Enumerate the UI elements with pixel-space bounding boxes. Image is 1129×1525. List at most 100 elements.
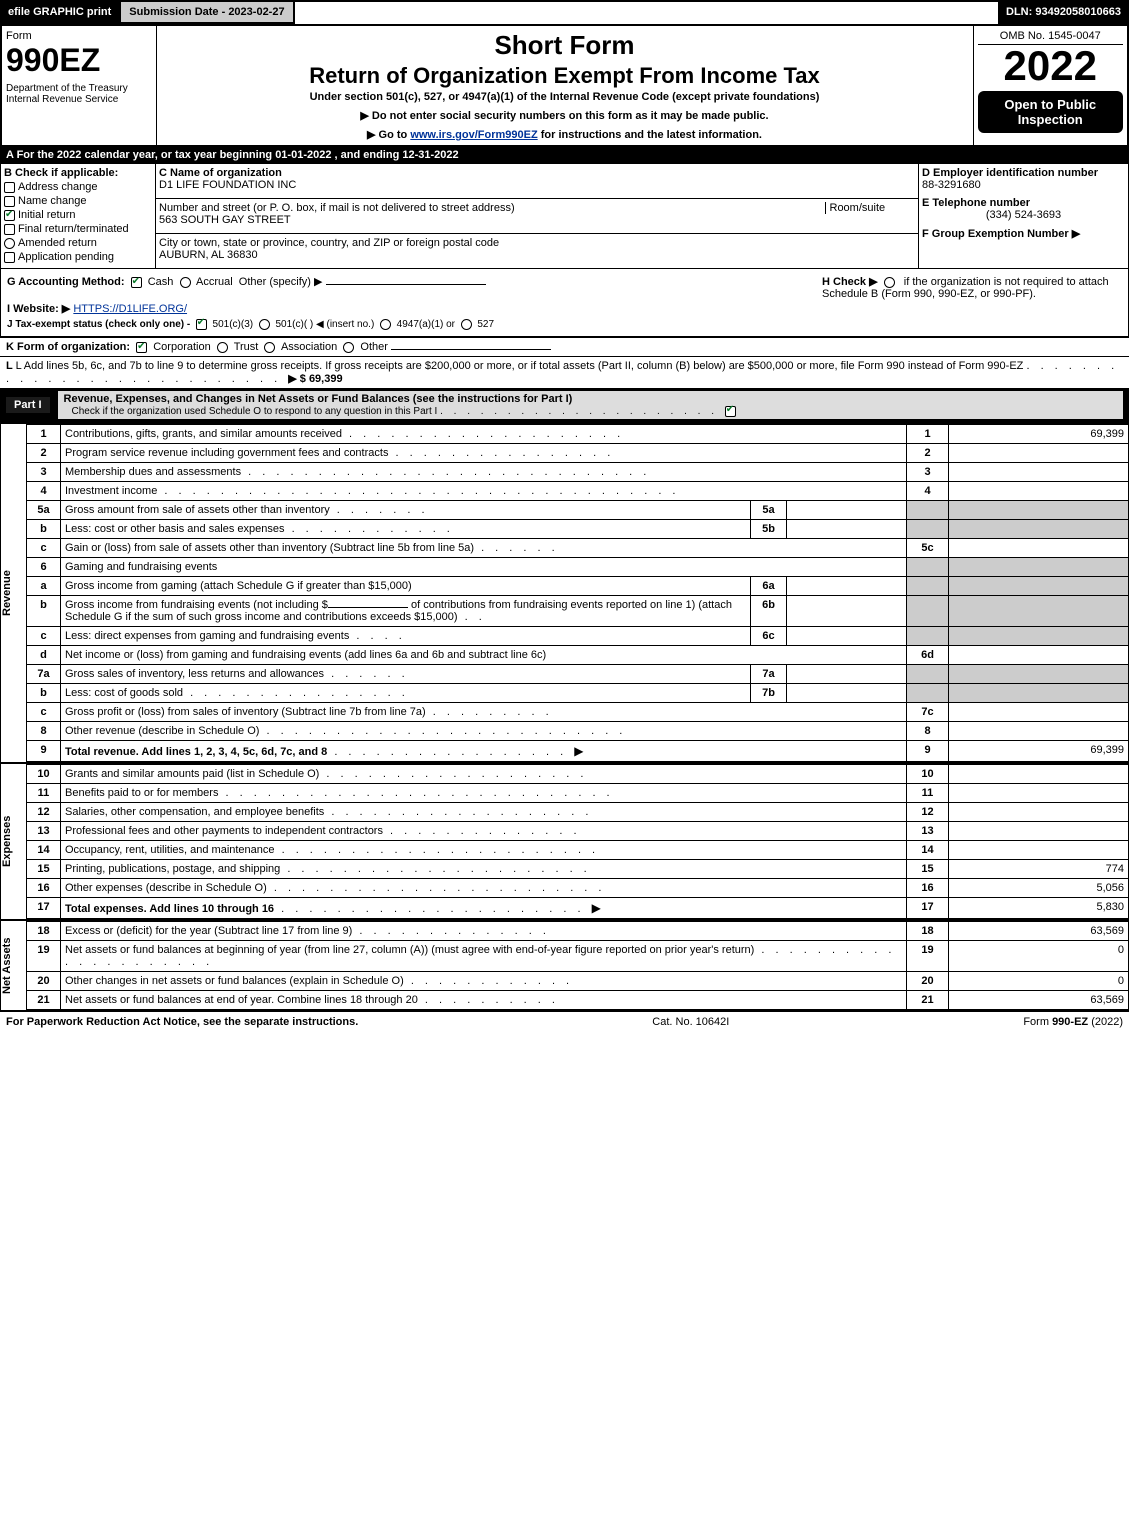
- line-12: 12Salaries, other compensation, and empl…: [27, 803, 1129, 822]
- line-6c-mv: [787, 627, 907, 646]
- k-other-input[interactable]: [391, 349, 551, 350]
- cb-other-org[interactable]: [343, 342, 354, 353]
- cb-amended-return[interactable]: Amended return: [4, 237, 152, 249]
- line-6b-input[interactable]: [328, 607, 408, 608]
- website-link[interactable]: HTTPS://D1LIFE.ORG/: [73, 303, 187, 315]
- line-11-val: [949, 784, 1129, 803]
- line-7a-mn: 7a: [751, 665, 787, 684]
- cb-application-pending[interactable]: Application pending: [4, 251, 152, 263]
- line-4-rn: 4: [907, 482, 949, 501]
- line-7b-shade: [907, 684, 949, 703]
- g-other-input[interactable]: [326, 284, 486, 285]
- line-15-num: 15: [27, 860, 61, 879]
- cb-name-change[interactable]: Name change: [4, 195, 152, 207]
- cb-501c[interactable]: [259, 319, 270, 330]
- irs-link[interactable]: www.irs.gov/Form990EZ: [410, 129, 537, 141]
- line-7b-mv: [787, 684, 907, 703]
- section-a-line: A For the 2022 calendar year, or tax yea…: [0, 147, 1129, 163]
- cb-527[interactable]: [461, 319, 472, 330]
- line-10-num: 10: [27, 765, 61, 784]
- i-line: I Website: ▶ HTTPS://D1LIFE.ORG/: [7, 302, 782, 315]
- j-label: J Tax-exempt status (check only one) -: [7, 319, 190, 330]
- line-17-val: 5,830: [949, 898, 1129, 919]
- phone-value: (334) 524-3693: [922, 209, 1125, 221]
- line-1-num: 1: [27, 425, 61, 444]
- cb-h[interactable]: [884, 277, 895, 288]
- line-6b-mn: 6b: [751, 596, 787, 627]
- cb-accrual[interactable]: [180, 277, 191, 288]
- goto-post: for instructions and the latest informat…: [538, 129, 762, 141]
- cb-schedule-o[interactable]: [725, 406, 736, 417]
- city-cell: City or town, state or province, country…: [156, 234, 919, 269]
- l-line: L L Add lines 5b, 6c, and 7b to line 9 t…: [0, 356, 1129, 388]
- line-18-num: 18: [27, 922, 61, 941]
- revenue-section: Revenue 1Contributions, gifts, grants, a…: [0, 422, 1129, 762]
- revenue-sidebar: Revenue: [0, 424, 26, 762]
- goto-pre: ▶ Go to: [367, 129, 410, 141]
- expenses-sidebar: Expenses: [0, 764, 26, 919]
- line-13-num: 13: [27, 822, 61, 841]
- line-8-num: 8: [27, 722, 61, 741]
- cb-corp[interactable]: [136, 342, 147, 353]
- l-amount: ▶ $ 69,399: [288, 373, 342, 385]
- cb-address-change[interactable]: Address change: [4, 181, 152, 193]
- line-21-num: 21: [27, 991, 61, 1010]
- cb-cash[interactable]: [131, 277, 142, 288]
- part1-check-text: Check if the organization used Schedule …: [72, 406, 438, 417]
- k-corp-label: Corporation: [153, 341, 210, 353]
- form-number-cell: Form 990EZ Department of the Treasury In…: [1, 25, 156, 146]
- j-501c3-label: 501(c)(3): [213, 319, 254, 330]
- cb-trust[interactable]: [217, 342, 228, 353]
- line-6b-shade2: [949, 596, 1129, 627]
- line-16-val: 5,056: [949, 879, 1129, 898]
- line-6a-mn: 6a: [751, 577, 787, 596]
- addr-label: Number and street (or P. O. box, if mail…: [159, 202, 825, 214]
- line-15-val: 774: [949, 860, 1129, 879]
- line-4-num: 4: [27, 482, 61, 501]
- cb-final-return[interactable]: Final return/terminated: [4, 223, 152, 235]
- line-2: 2 Program service revenue including gover…: [27, 444, 1129, 463]
- line-18-rn: 18: [907, 922, 949, 941]
- cb-4947[interactable]: [380, 319, 391, 330]
- line-5a-mn: 5a: [751, 501, 787, 520]
- line-12-num: 12: [27, 803, 61, 822]
- cb-initial-return[interactable]: Initial return: [4, 209, 152, 221]
- b-label: B Check if applicable:: [4, 167, 152, 179]
- line-6d-desc: Net income or (loss) from gaming and fun…: [65, 649, 546, 661]
- line-4-val: [949, 482, 1129, 501]
- line-19-val: 0: [949, 941, 1129, 972]
- expenses-section: Expenses 10 Grants and similar amounts pa…: [0, 762, 1129, 919]
- line-6d-num: d: [27, 646, 61, 665]
- line-8-val: [949, 722, 1129, 741]
- line-7b-desc: Less: cost of goods sold: [65, 687, 183, 699]
- line-2-rn: 2: [907, 444, 949, 463]
- line-6-desc: Gaming and fundraising events: [61, 558, 907, 577]
- line-2-desc: Program service revenue including govern…: [65, 447, 388, 459]
- line-17-num: 17: [27, 898, 61, 919]
- f-label: F Group Exemption Number ▶: [922, 227, 1125, 240]
- line-14-val: [949, 841, 1129, 860]
- line-10-desc: Grants and similar amounts paid (list in…: [65, 768, 319, 780]
- footer-right-post: (2022): [1088, 1016, 1123, 1028]
- line-5a-shade2: [949, 501, 1129, 520]
- line-6c-num: c: [27, 627, 61, 646]
- year-cell: OMB No. 1545-0047 2022 Open to Public In…: [973, 25, 1128, 146]
- line-7a-num: 7a: [27, 665, 61, 684]
- dln-label: DLN: 93492058010663: [998, 0, 1129, 24]
- netassets-section: Net Assets 18Excess or (deficit) for the…: [0, 919, 1129, 1010]
- line-21-rn: 21: [907, 991, 949, 1010]
- line-1: 1Contributions, gifts, grants, and simil…: [27, 425, 1129, 444]
- line-8-rn: 8: [907, 722, 949, 741]
- line-8-desc: Other revenue (describe in Schedule O): [65, 725, 259, 737]
- footer-mid: Cat. No. 10642I: [652, 1016, 729, 1028]
- cb-assoc[interactable]: [264, 342, 275, 353]
- line-5a-mv: [787, 501, 907, 520]
- line-5c-num: c: [27, 539, 61, 558]
- cb-name-change-label: Name change: [18, 195, 87, 207]
- line-20-desc: Other changes in net assets or fund bala…: [65, 975, 404, 987]
- line-16-num: 16: [27, 879, 61, 898]
- j-501c-label: 501(c)( ) ◀ (insert no.): [275, 319, 374, 330]
- form-number: 990EZ: [6, 42, 152, 79]
- cb-501c3[interactable]: [196, 319, 207, 330]
- line-14-rn: 14: [907, 841, 949, 860]
